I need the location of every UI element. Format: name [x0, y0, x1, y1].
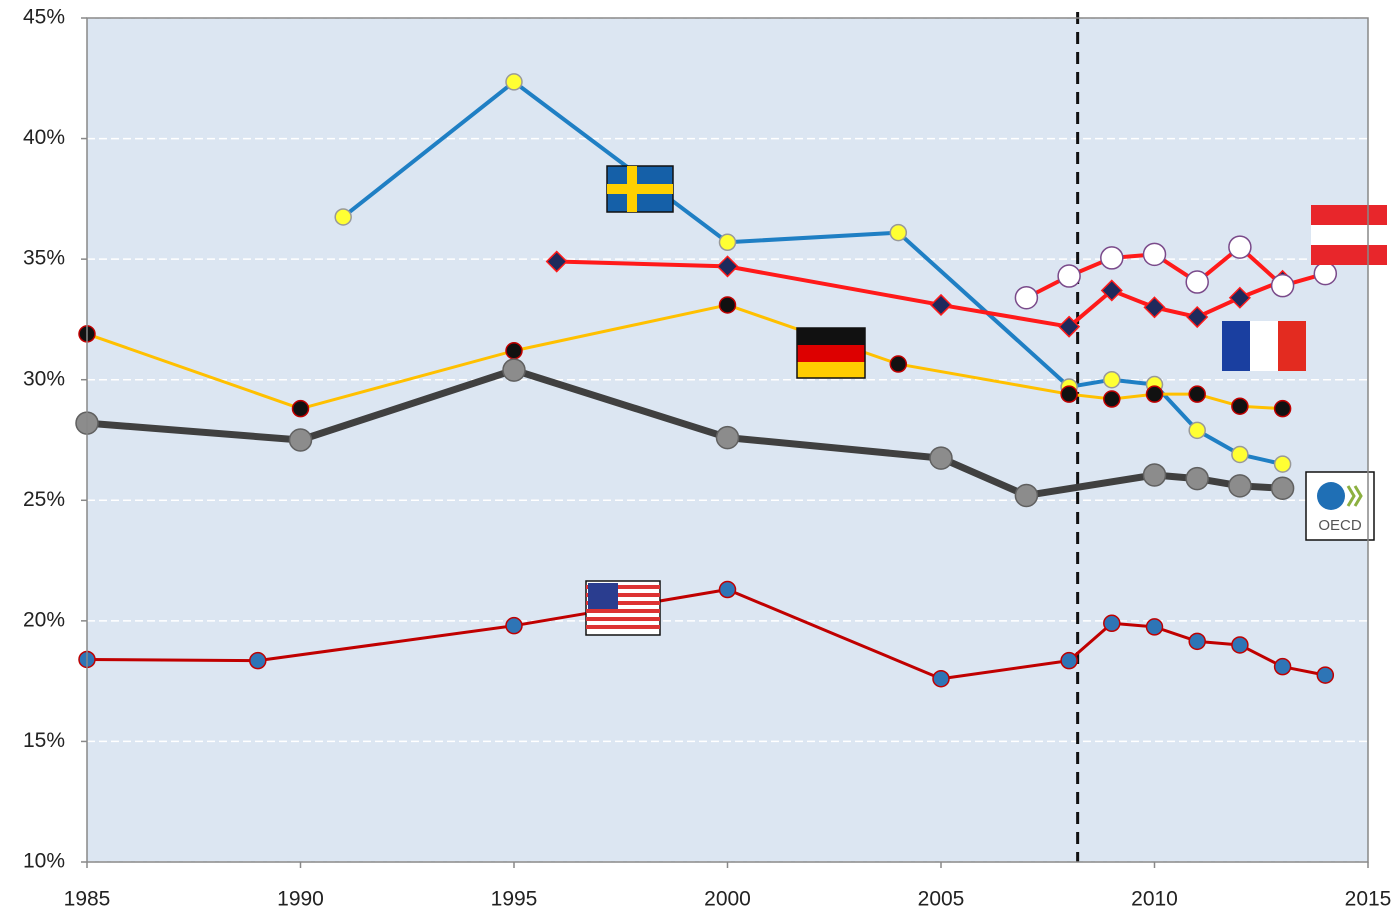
marker: [1060, 651, 1078, 670]
marker: [718, 233, 737, 252]
y-tick-label: 25%: [23, 488, 65, 511]
marker: [1231, 397, 1249, 415]
flag-sweden: [606, 165, 674, 213]
marker: [1142, 242, 1167, 267]
marker: [1142, 463, 1167, 487]
marker: [288, 428, 313, 452]
flag-france: [1222, 321, 1306, 371]
marker: [505, 616, 523, 635]
x-tick-label: 1990: [277, 888, 324, 911]
flag-austria: [1311, 205, 1387, 265]
marker: [1100, 246, 1124, 270]
marker: [1228, 235, 1252, 259]
marker: [1014, 483, 1039, 508]
plot-border: [86, 17, 1369, 863]
x-tick-label: 2010: [1131, 888, 1178, 911]
marker: [929, 293, 953, 317]
marker: [718, 580, 737, 599]
marker: [1100, 279, 1123, 302]
marker: [1313, 261, 1338, 286]
x-tick-label: 2000: [704, 888, 751, 911]
marker: [291, 399, 310, 418]
marker: [932, 669, 950, 688]
marker: [1143, 296, 1166, 319]
marker: [1228, 474, 1252, 498]
axes: 10% 15% 20% 25% 30% 35% 40% 45% 1985 1990 1995 2000…: [23, 6, 1391, 911]
marker: [718, 296, 737, 314]
marker: [1316, 666, 1335, 684]
x-tick-label: 2005: [918, 888, 965, 911]
x-tick-label: 1985: [64, 888, 111, 911]
y-tick-label: 40%: [23, 126, 65, 149]
marker: [1273, 455, 1292, 473]
marker: [1185, 270, 1209, 294]
marker: [545, 250, 568, 273]
marker: [1186, 305, 1209, 329]
marker: [1185, 466, 1209, 491]
marker: [889, 223, 908, 242]
flag-usa: [585, 580, 661, 636]
marker: [1103, 614, 1121, 633]
marker: [1188, 632, 1206, 651]
marker: [929, 446, 953, 470]
y-tick-label: 45%: [23, 6, 65, 29]
marker: [1270, 273, 1295, 298]
marker: [1058, 315, 1081, 338]
marker: [1145, 385, 1164, 403]
marker: [249, 651, 267, 670]
marker: [716, 255, 739, 278]
y-tick-label: 35%: [23, 247, 65, 270]
flag-germany: [796, 327, 866, 379]
marker: [505, 342, 523, 360]
marker: [1270, 476, 1295, 500]
marker: [1188, 421, 1206, 440]
y-tick-label: 15%: [23, 729, 65, 752]
x-tick-label: 2015: [1345, 888, 1392, 911]
marker: [1231, 445, 1249, 464]
x-tick-label: 1995: [491, 888, 538, 911]
marker: [715, 425, 740, 450]
marker: [1231, 636, 1249, 654]
marker: [1273, 657, 1292, 676]
y-tick-label: 30%: [23, 367, 65, 390]
marker: [1060, 385, 1078, 403]
marker: [1228, 286, 1251, 309]
marker: [505, 73, 523, 91]
marker: [1145, 618, 1164, 636]
marker: [1014, 285, 1039, 310]
marker: [1273, 399, 1292, 418]
marker: [1188, 385, 1206, 403]
marker: [1103, 390, 1121, 408]
marker: [502, 358, 526, 382]
oecd-label: OECD: [1318, 517, 1362, 534]
y-tick-label: 10%: [23, 850, 65, 873]
series-line: [341, 79, 1284, 467]
marker: [1103, 370, 1121, 389]
marker: [334, 208, 352, 226]
series-line: [86, 366, 1283, 499]
marker: [889, 355, 908, 373]
oecd-logo: OECD: [1305, 471, 1375, 541]
y-tick-label: 20%: [23, 608, 65, 631]
marker: [1057, 264, 1081, 288]
